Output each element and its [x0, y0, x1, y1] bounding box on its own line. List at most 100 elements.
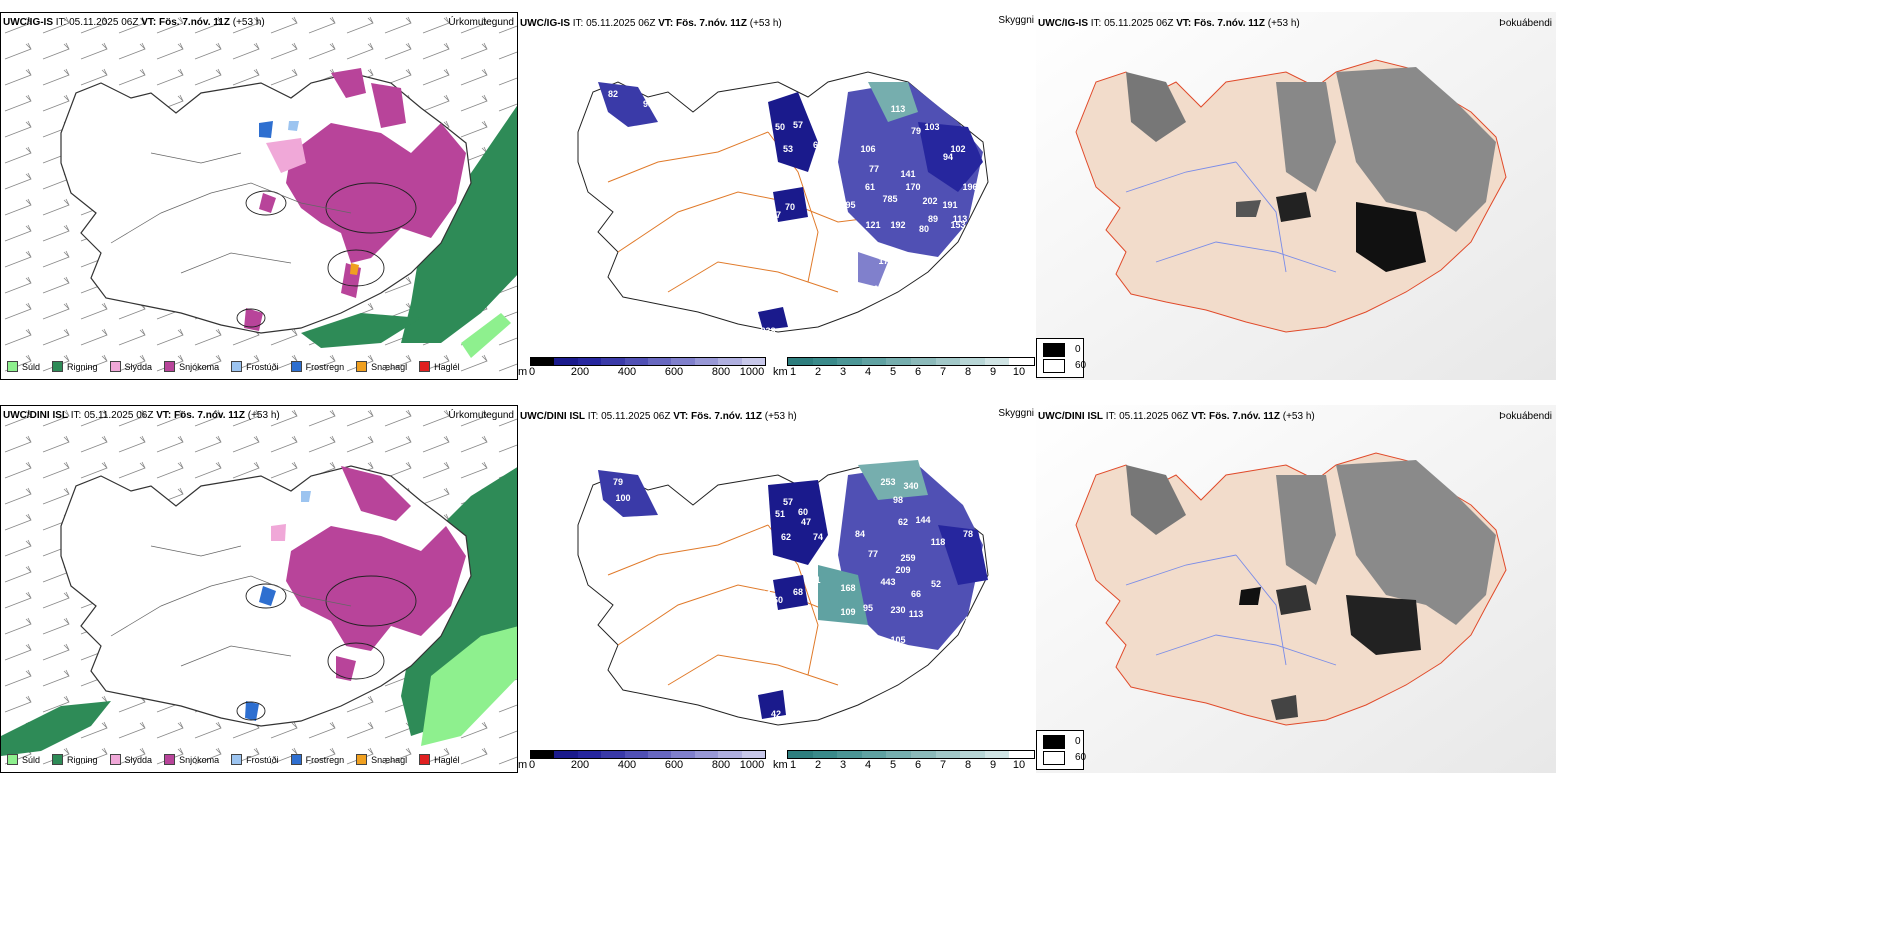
visibility-value-label: 230	[890, 605, 905, 615]
colorbar-segment	[886, 358, 911, 365]
visibility-value-label: 53	[783, 144, 793, 154]
panel-title: Þokuábendi	[1499, 18, 1552, 29]
colorbar-segment	[837, 751, 862, 758]
colorbar-segment	[861, 751, 887, 758]
precip-legend-top: Súld Rigning Slydda Snjókoma Frostúði Fr…	[7, 361, 460, 372]
colorbar-segment	[788, 358, 813, 365]
visibility-value-label: 60	[798, 507, 808, 517]
colorbar-segment	[694, 751, 719, 758]
colorbar-segment	[577, 751, 602, 758]
colorbar-segment	[741, 751, 766, 758]
visibility-map-top	[577, 71, 989, 333]
visibility-value-label: 109	[840, 607, 855, 617]
visibility-value-label: 179	[807, 192, 822, 202]
colorbar-segment	[861, 358, 887, 365]
precip-panel-bottom: UWC/DINI ISL IT: 05.11.2025 06Z VT: Fös.…	[0, 405, 518, 773]
visibility-value-label: 202	[922, 196, 937, 206]
visibility-panel-top: Skyggni UWC/IG-IS IT: 05.11.2025 06Z VT:…	[518, 12, 1036, 380]
visibility-value-label: 70	[785, 202, 795, 212]
precip-map-bottom	[1, 406, 517, 772]
legend-item: Súld	[7, 754, 40, 765]
colorbar-segment	[935, 358, 961, 365]
visibility-km-colorbar-bottom: km 1 2 3 4 5 6 7 8 9 10	[773, 750, 1035, 774]
precip-panel-top: UWC/IG-IS IT: 05.11.2025 06Z VT: Fös. 7.…	[0, 12, 518, 380]
visibility-value-label: 171	[878, 256, 893, 266]
visibility-value-label: 51	[775, 509, 785, 519]
visibility-value-label: 57	[793, 120, 803, 130]
colorbar-segment	[910, 358, 936, 365]
visibility-value-label: 305	[868, 284, 883, 294]
legend-item: Slydda	[109, 754, 152, 765]
visibility-value-label: 60	[813, 140, 823, 150]
colorbar-segment	[812, 751, 838, 758]
colorbar-segment	[624, 358, 649, 365]
visibility-value-label: 141	[900, 169, 915, 179]
visibility-value-label: 68	[793, 587, 803, 597]
colorbar-segment	[960, 751, 985, 758]
legend-item: Slydda	[109, 361, 152, 372]
visibility-value-label: 106	[860, 144, 875, 154]
colorbar-segment	[554, 751, 578, 758]
fog-map-bottom	[1036, 405, 1556, 773]
colorbar-segment	[694, 358, 719, 365]
panel-title: Skyggni	[998, 408, 1034, 419]
visibility-value-label: 80	[965, 615, 975, 625]
visibility-value-label: 105	[890, 635, 905, 645]
visibility-value-label: 57	[783, 497, 793, 507]
precip-map-top	[1, 13, 517, 379]
visibility-value-label: 100	[615, 493, 630, 503]
header-top-middle: UWC/IG-IS IT: 05.11.2025 06Z VT: Fös. 7.…	[520, 18, 782, 29]
visibility-map-bottom	[577, 460, 989, 726]
visibility-value-label: 82	[828, 537, 838, 547]
visibility-value-label: 103	[924, 122, 939, 132]
colorbar-segment	[984, 751, 1010, 758]
visibility-value-label: 79	[911, 126, 921, 136]
colorbar-segment	[718, 751, 742, 758]
colorbar-segment	[910, 751, 936, 758]
panel-title: Úrkomutegund	[448, 410, 514, 421]
visibility-value-label: 113	[953, 214, 968, 224]
legend-item: Súld	[7, 361, 40, 372]
colorbar-segment	[788, 751, 813, 758]
visibility-value-label: 191	[942, 200, 957, 210]
visibility-value-label: 113	[909, 609, 924, 619]
colorbar-segment	[935, 751, 961, 758]
colorbar-segment	[648, 358, 672, 365]
visibility-value-label: 42	[771, 709, 781, 719]
visibility-value-label: 170	[905, 182, 920, 192]
visibility-value-label: 99	[758, 207, 768, 217]
visibility-value-label: 80	[919, 224, 929, 234]
colorbar-segment	[601, 358, 625, 365]
visibility-value-label: 52	[931, 579, 941, 589]
visibility-value-label: 84	[855, 529, 865, 539]
panel-title: Úrkomutegund	[448, 17, 514, 28]
visibility-value-label: 82	[608, 89, 618, 99]
legend-item: Snjókoma	[164, 361, 219, 372]
colorbar-segment	[671, 751, 695, 758]
colorbar-segment	[960, 358, 985, 365]
visibility-value-label: 98	[643, 99, 653, 109]
visibility-value-label: 238	[760, 326, 775, 336]
legend-item: Snjókoma	[164, 754, 219, 765]
colorbar-segment	[1009, 751, 1034, 758]
visibility-panel-bottom: Skyggni UWC/DINI ISL IT: 05.11.2025 06Z …	[518, 405, 1036, 773]
colorbar-segment	[554, 358, 578, 365]
colorbar-segment	[577, 358, 602, 365]
legend-item: Frostúði	[231, 361, 279, 372]
header-bottom-middle: UWC/DINI ISL IT: 05.11.2025 06Z VT: Fös.…	[520, 411, 797, 422]
colorbar-segment	[718, 358, 742, 365]
visibility-value-label: 77	[868, 549, 878, 559]
visibility-value-label: 89	[928, 214, 938, 224]
colorbar-segment	[837, 358, 862, 365]
colorbar-segment	[531, 358, 555, 365]
legend-item: Snæhagl	[356, 361, 407, 372]
fog-legend-bottom: 0 60	[1036, 730, 1086, 770]
colorbar-segment	[531, 751, 555, 758]
visibility-value-label: 196	[962, 182, 977, 192]
model-name: UWC/IG-IS	[3, 17, 53, 28]
fog-panel-bottom: UWC/DINI ISL IT: 05.11.2025 06Z VT: Fös.…	[1036, 405, 1556, 773]
legend-item: Rigning	[52, 361, 98, 372]
precip-legend-bottom: Súld Rigning Slydda Snjókoma Frostúði Fr…	[7, 754, 460, 765]
visibility-value-label: 195	[840, 200, 855, 210]
